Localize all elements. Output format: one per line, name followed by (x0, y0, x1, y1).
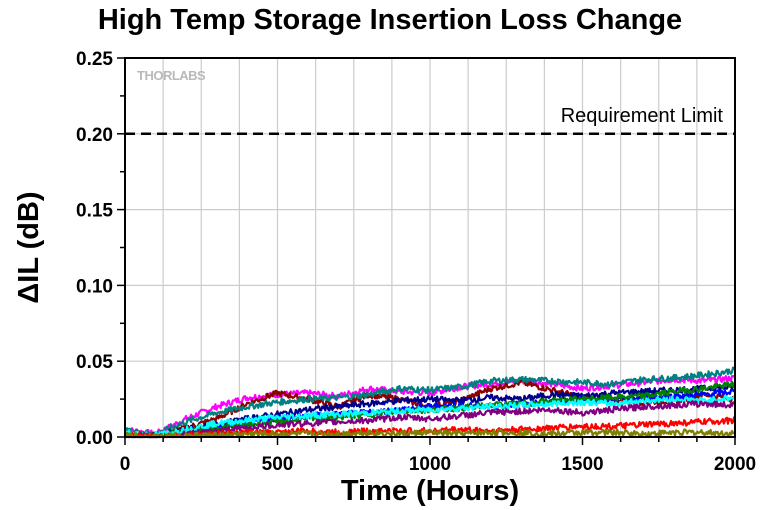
x-tick-label: 1000 (409, 454, 451, 475)
y-tick-label: 0.05 (76, 352, 113, 373)
chart-title: High Temp Storage Insertion Loss Change (97, 4, 683, 36)
axis-ticks (117, 57, 736, 445)
y-tick-label: 0.25 (76, 49, 113, 70)
tick-labels: 0 500 1000 1500 2000 0.00 0.05 0.10 0.15 0.20 0.25 (76, 49, 756, 475)
x-tick-label: 2000 (714, 454, 756, 475)
grid-lines (125, 58, 735, 437)
requirement-limit-label: Requirement Limit (561, 105, 724, 127)
x-axis-title: Time (Hours) (341, 475, 519, 507)
series-line (123, 400, 736, 439)
y-tick-label: 0.10 (76, 276, 113, 297)
series-line (123, 394, 736, 439)
series-line (124, 366, 736, 438)
y-tick-label: 0.15 (76, 201, 113, 222)
series-line (124, 383, 737, 439)
annotations: Requirement Limit (125, 105, 735, 136)
y-tick-label: 0.00 (76, 428, 113, 449)
data-series (123, 366, 737, 439)
x-tick-label: 500 (262, 454, 294, 475)
y-axis-title: ΔIL (dB) (13, 191, 45, 303)
y-tick-label: 0.20 (76, 125, 113, 146)
thorlabs-watermark: THORLABS (137, 68, 206, 83)
x-tick-label: 1500 (561, 454, 603, 475)
x-tick-label: 0 (120, 454, 131, 475)
